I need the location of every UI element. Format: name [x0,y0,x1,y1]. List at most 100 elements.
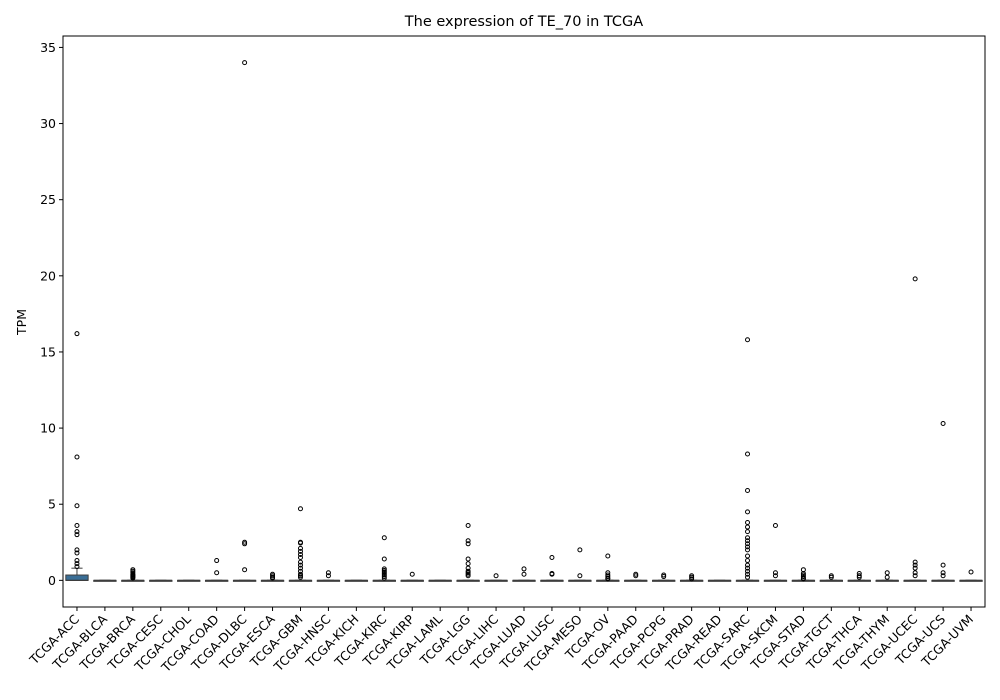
outlier-point [633,571,639,577]
box-group [232,60,257,582]
box-group [652,572,676,582]
box-group [372,535,396,582]
y-tick-label: 30 [40,116,56,131]
box-group [819,573,844,582]
outlier-point [912,570,918,576]
y-axis: 0 5 10 15 20 25 30 35 [40,40,63,588]
outlier-point [940,570,946,576]
y-tick-label: 35 [40,40,56,55]
outlier-point [745,553,751,559]
y-tick-label: 0 [48,573,56,588]
outlier-point [745,488,751,494]
outlier-point [325,570,331,576]
outlier-point [297,559,303,565]
outlier-point [745,558,751,564]
outlier-point [381,567,387,573]
outlier-point [297,574,303,580]
outlier-point [605,574,611,580]
outlier-point [465,571,471,577]
outlier-point [242,541,248,547]
outlier-point [493,573,499,579]
outlier-point [549,571,555,577]
outlier-point [409,571,415,577]
outlier-point [297,568,303,574]
outlier-point [856,574,862,580]
outlier-point [745,574,751,580]
y-tick-label: 5 [48,497,56,512]
box-group [288,506,313,582]
outlier-point [381,575,387,581]
box-group [568,547,592,582]
outlier-point [828,573,834,579]
outlier-point [74,523,80,529]
box-group [65,331,89,581]
outlier-point [745,541,751,547]
outlier-point [772,523,778,529]
box-group [679,573,704,582]
outlier-point [130,575,136,581]
outlier-point [912,562,918,568]
outlier-point [74,331,80,337]
outlier-point [465,556,471,562]
outlier-point [465,541,471,547]
outlier-point [74,529,80,535]
outlier-point [381,572,387,578]
outlier-point [912,565,918,571]
box-group [428,579,452,582]
outlier-point [297,571,303,577]
outlier-point [297,506,303,512]
outlier-point [297,555,303,561]
box-group [707,579,732,582]
box-group [93,579,117,582]
outlier-point [74,561,80,567]
outlier-point [242,567,248,573]
outlier-point [856,573,862,579]
box-group [484,573,508,582]
outlier-point [549,555,555,561]
box-group [624,571,648,582]
outlier-point [745,544,751,550]
outlier-point [270,575,276,581]
outlier-point [465,565,471,571]
outlier-point [214,558,220,564]
outlier-point [940,562,946,568]
box-group [540,555,564,582]
outlier-point [912,573,918,579]
outlier-point [689,574,695,580]
box-group [847,571,871,582]
outlier-point [884,574,890,580]
outlier-point [661,574,667,580]
outlier-point [465,568,471,574]
outlier-point [521,571,527,577]
box-group [204,558,229,582]
outlier-point [745,509,751,515]
outlier-point [465,570,471,576]
outlier-point [745,562,751,568]
outlier-point [912,276,918,282]
outlier-point [297,548,303,554]
outlier-point [297,540,303,546]
outlier-point [74,532,80,538]
box-group [512,566,536,582]
outlier-point [745,524,751,530]
outlier-point [745,565,751,571]
box-group [903,276,927,582]
outlier-point [242,60,248,66]
outlier-point [297,565,303,571]
y-axis-label: TPM [14,309,29,336]
outlier-point [940,573,946,579]
outlier-point [465,523,471,529]
box-group [931,421,955,582]
outlier-point [465,538,471,544]
box-group [400,571,424,582]
chart-title: The expression of TE_70 in TCGA [404,14,644,30]
outlier-point [884,570,890,576]
outlier-point [297,573,303,579]
outlier-point [745,519,751,525]
box-iqr [65,574,89,581]
outlier-point [745,538,751,544]
box-group [456,523,480,582]
outlier-point [325,573,331,579]
outlier-point [74,454,80,460]
